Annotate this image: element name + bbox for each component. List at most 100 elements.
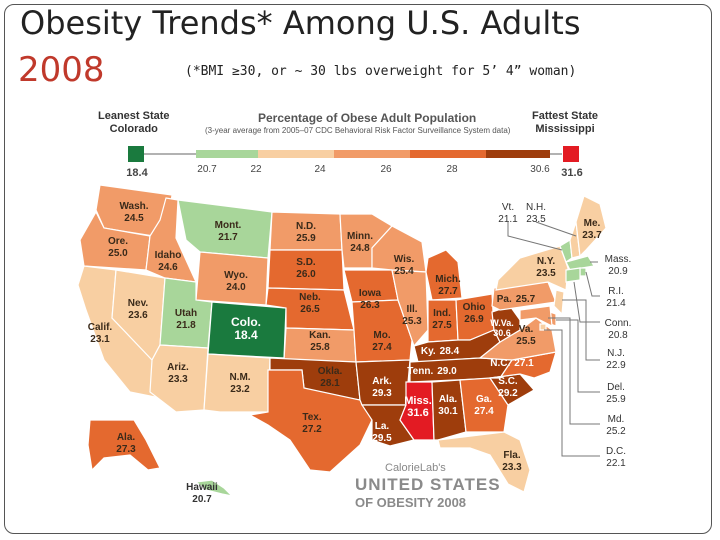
label-la: La. 29.5 (372, 421, 392, 444)
label-co-value: 18.4 (234, 328, 258, 342)
label-wi: Wis. 25.4 (394, 254, 415, 277)
label-ky-value: 28.4 (440, 346, 460, 357)
label-mn-value: 24.8 (350, 243, 370, 254)
label-or-name: Ore. (108, 236, 128, 247)
label-me: Me. 23.7 (582, 218, 602, 241)
fattest-label: Fattest State (532, 110, 599, 122)
label-mo-value: 27.4 (372, 342, 392, 353)
label-nm-value: 23.2 (230, 384, 250, 395)
label-il-name: Ill. (406, 304, 417, 315)
callout-ri (585, 271, 600, 297)
label-de-name: Del. (607, 382, 625, 393)
label-ks-value: 25.8 (310, 342, 330, 353)
label-wv-value: 30.6 (493, 328, 511, 338)
label-tx: Tex. 27.2 (302, 412, 322, 435)
slide-subtitle: (*BMI ≥30, or ~ 30 lbs overweight for 5’… (185, 64, 577, 79)
label-mt-value: 21.7 (218, 232, 238, 243)
legend-swatch-5 (486, 150, 550, 158)
label-az-name: Ariz. (167, 362, 189, 373)
label-sc-name: S.C. (498, 376, 518, 387)
label-sd-name: S.D. (296, 257, 316, 268)
state-ny (495, 245, 569, 291)
legend-swatch-3 (334, 150, 410, 158)
fattest-state-name: Mississippi (535, 123, 595, 135)
label-ne: Neb. 26.5 (299, 292, 321, 315)
label-dc: D.C. 22.1 (606, 446, 626, 469)
label-de: Del. 25.9 (606, 382, 626, 405)
brand-calorielab: CalorieLab's (385, 462, 446, 474)
label-hi-name: Hawaii (186, 482, 218, 493)
label-la-name: La. (375, 421, 390, 432)
leanest-label: Leanest State (98, 110, 170, 122)
label-sc: S.C. 29.2 (498, 376, 518, 399)
legend-swatch-1 (196, 150, 258, 158)
label-az: Ariz. 23.3 (167, 362, 189, 385)
label-va-name: Va. (519, 324, 534, 335)
label-ar-value: 29.3 (372, 388, 392, 399)
label-ny: N.Y. 23.5 (536, 256, 556, 279)
callout-lines (507, 221, 600, 457)
label-tn-name: Tenn. (407, 366, 433, 377)
label-il: Ill. 25.3 (402, 304, 422, 327)
label-wi-value: 25.4 (394, 266, 414, 277)
label-id-name: Idaho (155, 250, 182, 261)
label-de-value: 25.9 (606, 394, 626, 405)
label-nv-name: Nev. (128, 298, 149, 309)
label-ga-name: Ga. (476, 394, 492, 405)
legend-fat-swatch (563, 146, 579, 162)
state-nj (553, 289, 565, 316)
label-wy-value: 24.0 (226, 282, 246, 293)
label-ia: Iowa 26.3 (359, 288, 382, 311)
label-ms: Miss. 31.6 (404, 395, 432, 419)
label-fl: Fla. 23.3 (502, 450, 522, 473)
state-az (149, 344, 209, 413)
label-nc: N.C. 27.1 (490, 358, 534, 369)
label-ky-name: Ky. (421, 346, 436, 357)
label-ma-name: Mass. (605, 254, 632, 265)
label-nd: N.D. 25.9 (296, 221, 316, 244)
label-wa: Wash. 24.5 (119, 201, 148, 224)
label-ak: Ala. 27.3 (116, 432, 136, 455)
label-mn-name: Minn. (347, 231, 373, 242)
brand-obesity-2008: OF OBESITY 2008 (355, 495, 467, 510)
label-ar-name: Ark. (372, 376, 392, 387)
label-mi-value: 27.7 (438, 286, 458, 297)
label-dc-name: D.C. (606, 446, 626, 457)
label-ne-value: 26.5 (300, 304, 320, 315)
label-vt-name: Vt. (502, 202, 514, 213)
label-vt-value: 21.1 (498, 214, 518, 225)
label-nm-name: N.M. (229, 372, 250, 383)
label-oh: Ohio 26.9 (463, 302, 486, 325)
label-ak-value: 27.3 (116, 444, 136, 455)
state-ri (579, 267, 587, 277)
label-nd-name: N.D. (296, 221, 316, 232)
label-ma-value: 20.9 (608, 266, 628, 277)
slide-title: Obesity Trends* Among U.S. Adults (20, 4, 581, 42)
label-oh-value: 26.9 (464, 314, 484, 325)
leanest-state-name: Colorado (109, 123, 158, 135)
callout-vt (507, 222, 563, 251)
label-la-value: 29.5 (372, 433, 392, 444)
legend-tick-1: 20.7 (197, 164, 217, 175)
label-wa-value: 24.5 (124, 213, 144, 224)
legend-tick-3: 24 (314, 164, 326, 175)
label-sd-value: 26.0 (296, 269, 316, 280)
state-dc (539, 323, 547, 331)
label-in-name: Ind. (433, 308, 451, 319)
label-tx-value: 27.2 (302, 424, 322, 435)
state-fl (437, 431, 531, 493)
label-tn-value: 29.0 (437, 366, 457, 377)
slide-frame (4, 4, 712, 534)
legend-lean-value: 18.4 (126, 167, 148, 179)
label-hi-value: 20.7 (192, 494, 212, 505)
state-shapes (77, 184, 607, 497)
state-ma (565, 255, 595, 271)
label-md-name: Md. (608, 414, 625, 425)
label-ca-value: 23.1 (90, 334, 110, 345)
label-hi: Hawaii 20.7 (186, 482, 218, 505)
brand-united-states: UNITED STATES (355, 475, 501, 494)
label-az-value: 23.3 (168, 374, 188, 385)
label-mn: Minn. 24.8 (347, 231, 373, 254)
label-nj-value: 22.9 (606, 360, 626, 371)
